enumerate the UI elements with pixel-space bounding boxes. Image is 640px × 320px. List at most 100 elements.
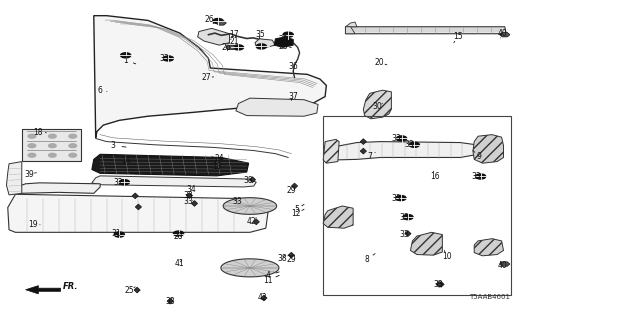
Circle shape [256, 44, 266, 49]
Text: FR.: FR. [63, 282, 78, 291]
Text: 7: 7 [367, 152, 372, 161]
Circle shape [409, 142, 419, 147]
Circle shape [403, 215, 413, 220]
Text: 40: 40 [498, 261, 508, 270]
Polygon shape [250, 177, 255, 182]
Polygon shape [223, 198, 276, 214]
Polygon shape [236, 98, 318, 116]
Text: 5: 5 [294, 205, 299, 214]
Circle shape [396, 136, 406, 141]
Circle shape [173, 231, 184, 236]
Text: 4: 4 [266, 271, 270, 280]
Text: 16: 16 [430, 172, 440, 181]
Circle shape [49, 144, 56, 148]
Polygon shape [6, 162, 22, 195]
Polygon shape [325, 142, 478, 160]
Circle shape [69, 153, 77, 157]
Text: 33: 33 [400, 230, 410, 239]
Text: 27: 27 [202, 73, 211, 82]
Circle shape [396, 196, 406, 201]
Polygon shape [438, 282, 444, 287]
Text: 8: 8 [364, 255, 369, 264]
Text: 29: 29 [287, 255, 296, 264]
Text: 30: 30 [372, 102, 382, 111]
Circle shape [476, 174, 486, 179]
Text: 22: 22 [279, 35, 289, 44]
Text: 9: 9 [477, 152, 482, 161]
Polygon shape [26, 286, 61, 294]
Circle shape [28, 144, 36, 148]
Polygon shape [346, 22, 357, 27]
Text: 35: 35 [255, 29, 265, 39]
Text: 23: 23 [279, 42, 289, 51]
Polygon shape [436, 282, 442, 287]
Text: 13: 13 [212, 163, 221, 172]
Circle shape [69, 144, 77, 148]
Polygon shape [22, 129, 81, 161]
Polygon shape [291, 183, 298, 189]
Polygon shape [216, 21, 227, 25]
Circle shape [234, 45, 244, 50]
Text: 19: 19 [28, 220, 38, 228]
Polygon shape [15, 183, 100, 193]
Text: 33: 33 [392, 134, 401, 143]
Polygon shape [221, 259, 279, 277]
Circle shape [120, 53, 131, 58]
Polygon shape [360, 148, 367, 154]
Polygon shape [253, 219, 259, 225]
Circle shape [28, 153, 36, 157]
Circle shape [283, 32, 293, 37]
Text: 33: 33 [183, 191, 193, 200]
Text: 11: 11 [263, 276, 273, 285]
Circle shape [49, 153, 56, 157]
Text: 21: 21 [229, 36, 239, 45]
Text: 33: 33 [159, 54, 169, 63]
Polygon shape [198, 28, 230, 45]
Polygon shape [186, 193, 193, 198]
Text: 28: 28 [174, 232, 183, 241]
Text: 10: 10 [443, 252, 452, 261]
Text: 33: 33 [400, 212, 410, 222]
Text: 33: 33 [165, 297, 175, 306]
Text: 1: 1 [124, 56, 128, 65]
Text: 18: 18 [33, 128, 43, 137]
Text: T5AAB4601: T5AAB4601 [469, 294, 510, 300]
Polygon shape [261, 295, 267, 301]
Circle shape [119, 180, 129, 185]
Text: 42: 42 [258, 293, 268, 302]
Polygon shape [92, 176, 256, 187]
Text: 40: 40 [498, 29, 508, 38]
Circle shape [69, 134, 77, 138]
Text: 14: 14 [121, 156, 131, 165]
Polygon shape [94, 16, 326, 138]
Polygon shape [92, 154, 248, 176]
Polygon shape [323, 206, 353, 228]
Polygon shape [360, 139, 367, 145]
Circle shape [213, 19, 223, 24]
Text: 33: 33 [404, 140, 414, 149]
Polygon shape [135, 204, 141, 210]
Polygon shape [364, 90, 392, 119]
Text: 34: 34 [186, 185, 196, 194]
Polygon shape [500, 262, 510, 266]
Polygon shape [323, 140, 339, 163]
Polygon shape [226, 45, 236, 50]
Polygon shape [288, 252, 294, 258]
Text: 39: 39 [24, 170, 34, 179]
Text: 37: 37 [289, 92, 298, 101]
Text: 24: 24 [214, 154, 224, 163]
Text: 33: 33 [232, 197, 242, 206]
Polygon shape [405, 231, 411, 236]
Text: 12: 12 [292, 209, 301, 219]
Text: 26: 26 [205, 15, 214, 24]
Polygon shape [8, 194, 269, 232]
Polygon shape [473, 135, 504, 163]
Circle shape [163, 56, 173, 61]
Text: 26: 26 [221, 43, 231, 52]
Text: 33: 33 [471, 172, 481, 181]
Text: 17: 17 [229, 30, 239, 39]
Circle shape [49, 134, 56, 138]
Polygon shape [346, 27, 355, 34]
Text: 41: 41 [175, 259, 184, 268]
Polygon shape [274, 37, 293, 47]
